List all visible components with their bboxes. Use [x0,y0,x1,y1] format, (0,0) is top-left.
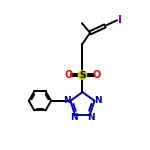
Text: I: I [118,15,122,25]
Text: N: N [94,96,102,105]
Text: N: N [70,113,78,122]
Text: N: N [63,96,71,105]
Text: O: O [64,70,73,80]
Text: N: N [87,113,95,122]
Circle shape [78,71,87,79]
Text: O: O [92,70,100,80]
Text: S: S [79,70,86,80]
